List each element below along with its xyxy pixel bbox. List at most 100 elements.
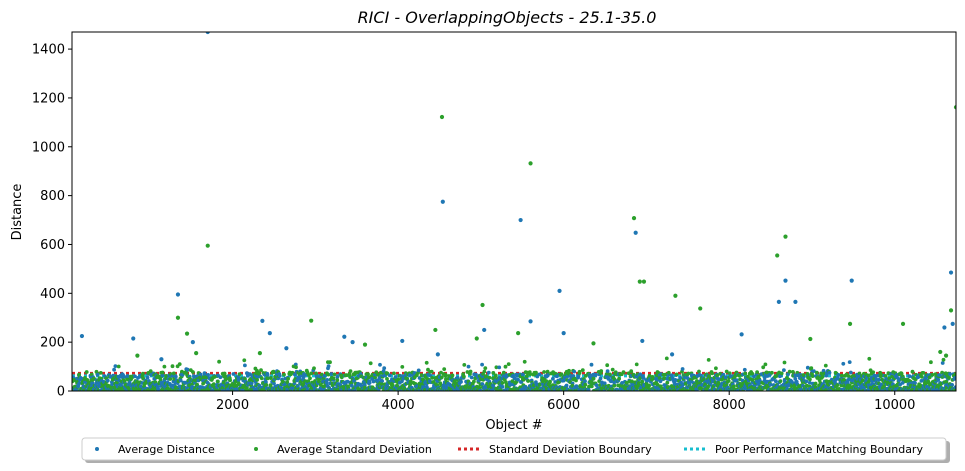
avg-stddev-point xyxy=(634,362,639,367)
x-tick-label: 6000 xyxy=(547,398,580,413)
avg-distance-point xyxy=(940,361,945,365)
avg-stddev-point xyxy=(698,306,703,311)
avg-distance-point xyxy=(400,338,405,344)
avg-distance-point xyxy=(942,325,947,330)
avg-stddev-point xyxy=(510,379,515,383)
avg-distance-point xyxy=(562,375,567,380)
avg-stddev-point xyxy=(265,376,270,381)
avg-stddev-point xyxy=(366,372,370,376)
avg-stddev-point xyxy=(482,369,487,374)
avg-stddev-point xyxy=(462,363,467,367)
avg-distance-point xyxy=(783,278,788,283)
avg-stddev-point xyxy=(148,369,153,373)
avg-stddev-point xyxy=(158,377,163,382)
legend-label: Poor Performance Matching Boundary xyxy=(715,443,923,456)
avg-stddev-point xyxy=(528,161,533,166)
avg-stddev-point xyxy=(647,383,652,388)
avg-stddev-point xyxy=(899,371,904,376)
avg-distance-point xyxy=(303,373,308,377)
avg-stddev-point xyxy=(395,383,399,388)
avg-distance-point xyxy=(469,375,474,380)
avg-distance-point xyxy=(206,373,211,377)
avg-distance-point xyxy=(122,375,127,379)
avg-stddev-point xyxy=(727,371,732,376)
avg-stddev-point xyxy=(755,370,759,374)
avg-distance-point xyxy=(272,381,276,386)
x-tick-label: 2000 xyxy=(216,398,249,413)
avg-stddev-point xyxy=(408,380,413,384)
avg-stddev-point xyxy=(706,358,711,362)
avg-stddev-point xyxy=(819,371,824,376)
avg-distance-point xyxy=(594,383,599,387)
avg-distance-point xyxy=(198,372,203,377)
avg-distance-point xyxy=(658,379,663,384)
avg-distance-point xyxy=(159,357,164,362)
avg-distance-point xyxy=(678,376,683,380)
avg-stddev-point xyxy=(814,370,819,375)
avg-distance-point xyxy=(557,288,562,293)
avg-stddev-point xyxy=(201,381,206,386)
avg-stddev-point xyxy=(116,364,121,369)
avg-distance-point xyxy=(680,367,685,371)
avg-stddev-point xyxy=(516,331,521,336)
avg-stddev-point xyxy=(626,371,631,376)
avg-distance-point xyxy=(435,352,440,357)
avg-distance-point xyxy=(583,379,587,384)
avg-stddev-point xyxy=(531,383,536,388)
avg-distance-point xyxy=(633,230,638,235)
avg-stddev-point xyxy=(314,371,318,376)
avg-stddev-point xyxy=(223,374,228,379)
avg-distance-point xyxy=(237,377,241,381)
avg-stddev-point xyxy=(663,372,668,377)
avg-stddev-point xyxy=(651,376,656,381)
avg-distance-point xyxy=(77,381,82,386)
avg-stddev-point xyxy=(624,380,629,385)
avg-stddev-point xyxy=(640,379,644,384)
avg-distance-point xyxy=(480,382,485,386)
avg-stddev-point xyxy=(472,379,476,384)
avg-distance-point xyxy=(586,387,591,391)
avg-stddev-point xyxy=(604,372,609,376)
avg-stddev-point xyxy=(857,371,862,376)
avg-distance-point xyxy=(243,363,247,368)
avg-stddev-point xyxy=(791,370,795,374)
avg-distance-point xyxy=(416,368,421,373)
avg-distance-point xyxy=(267,331,272,336)
avg-stddev-point xyxy=(805,372,810,376)
avg-stddev-point xyxy=(778,379,783,383)
avg-stddev-point xyxy=(867,356,872,361)
avg-stddev-point xyxy=(948,308,954,313)
avg-stddev-point xyxy=(373,375,377,380)
avg-distance-point xyxy=(528,319,533,324)
avg-distance-point xyxy=(293,362,298,367)
avg-distance-point xyxy=(723,375,728,380)
avg-stddev-point xyxy=(929,360,933,365)
y-tick-label: 1400 xyxy=(32,43,65,58)
avg-distance-point xyxy=(133,374,137,379)
avg-distance-point xyxy=(804,379,809,384)
avg-stddev-point xyxy=(465,370,470,374)
avg-distance-point xyxy=(605,369,610,373)
avg-distance-point xyxy=(793,376,798,381)
avg-stddev-point xyxy=(810,374,815,378)
avg-stddev-point xyxy=(242,358,247,363)
avg-distance-point xyxy=(640,338,645,344)
avg-stddev-point xyxy=(718,371,723,376)
avg-stddev-point xyxy=(170,364,175,369)
avg-stddev-point xyxy=(439,114,445,120)
avg-stddev-point xyxy=(641,279,647,284)
avg-stddev-point xyxy=(385,377,389,381)
avg-stddev-point xyxy=(184,331,190,336)
avg-distance-point xyxy=(734,378,739,382)
avg-distance-point xyxy=(160,373,165,378)
avg-stddev-point xyxy=(168,377,173,381)
avg-stddev-point xyxy=(77,372,81,377)
avg-stddev-point xyxy=(944,379,949,384)
avg-stddev-point xyxy=(326,372,331,377)
avg-distance-point xyxy=(177,384,182,389)
y-axis-label: Distance xyxy=(10,184,25,241)
legend: Average Distance Average Standard Deviati… xyxy=(81,437,950,463)
avg-stddev-point xyxy=(746,374,750,379)
avg-distance-point xyxy=(807,380,812,385)
avg-distance-point xyxy=(836,373,841,377)
